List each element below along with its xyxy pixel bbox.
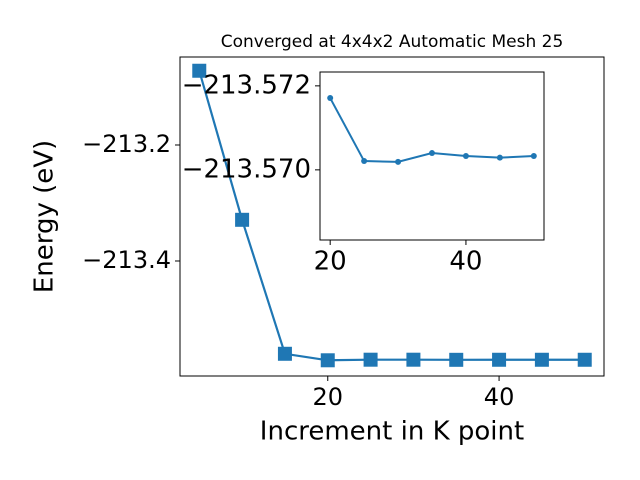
marker — [449, 352, 464, 367]
marker — [361, 158, 368, 165]
x-tick-label: 40 — [484, 383, 515, 411]
marker — [320, 353, 335, 368]
marker — [192, 63, 207, 78]
x-tick-label: 40 — [449, 247, 482, 277]
y-axis-label: Energy (eV) — [30, 140, 60, 293]
marker — [534, 352, 549, 367]
marker — [235, 212, 250, 227]
chart-title: Converged at 4x4x2 Automatic Mesh 25 — [221, 32, 564, 52]
y-tick-label: −213.570 — [182, 154, 311, 184]
marker — [429, 150, 435, 157]
marker — [462, 153, 469, 159]
series-line — [198, 70, 585, 362]
y-tick-label: −213.4 — [82, 246, 171, 274]
marker — [406, 352, 421, 367]
x-tick-label: 20 — [314, 247, 347, 277]
x-tick-label: 20 — [312, 383, 343, 411]
y-tick-label: −213.2 — [82, 130, 171, 158]
x-axis-label: Increment in K point — [260, 417, 524, 447]
marker — [327, 95, 334, 102]
marker — [530, 153, 537, 159]
marker — [277, 346, 292, 361]
y-tick-label: −213.572 — [182, 70, 311, 100]
marker — [492, 352, 507, 367]
marker — [395, 158, 402, 165]
marker — [496, 154, 503, 161]
marker — [363, 352, 378, 367]
marker — [577, 352, 592, 367]
